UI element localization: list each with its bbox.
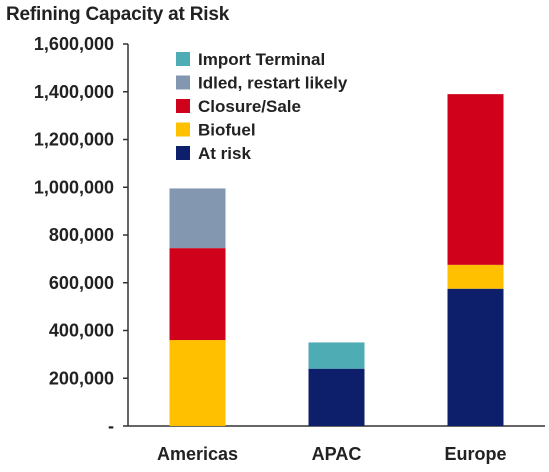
legend-label: At risk [198,144,251,163]
bar-segment [169,188,226,249]
y-tick-label: 1,600,000 [34,34,114,54]
y-tick-label: 1,400,000 [34,82,114,102]
bar-segment [169,340,226,426]
x-tick-label: Americas [157,444,238,464]
bar-segment [308,368,365,426]
x-tick-label: APAC [312,444,362,464]
y-tick-label: 600,000 [49,273,114,293]
bars [169,94,504,426]
y-tick-label: 1,200,000 [34,130,114,150]
bar-segment [447,288,504,426]
legend-label: Closure/Sale [198,97,301,116]
x-tick-label: Europe [444,444,506,464]
legend-swatch [176,146,190,160]
y-tick-label: 200,000 [49,368,114,388]
bar-segment [308,342,365,369]
y-tick-label: - [108,416,114,436]
chart-title: Refining Capacity at Risk [6,4,230,25]
legend: Import Terminal Idled, restart likely Clos… [176,50,348,163]
y-tick-label: 400,000 [49,321,114,341]
legend-swatch [176,52,190,66]
legend-swatch [176,99,190,113]
legend-swatch [176,75,190,90]
bar-segment [447,94,504,265]
bar-segment [447,264,504,289]
y-tick-label: 800,000 [49,225,114,245]
legend-swatch [176,122,190,137]
legend-label: Biofuel [198,121,256,140]
legend-label: Idled, restart likely [198,74,348,93]
y-tick-label: 1,000,000 [34,177,114,197]
y-tick-labels: - 200,000 400,000 600,000 800,000 1,000,000 1,… [34,34,114,436]
legend-label: Import Terminal [198,50,325,69]
bar-segment [169,248,226,341]
x-tick-labels: Americas APAC Europe [157,444,507,464]
